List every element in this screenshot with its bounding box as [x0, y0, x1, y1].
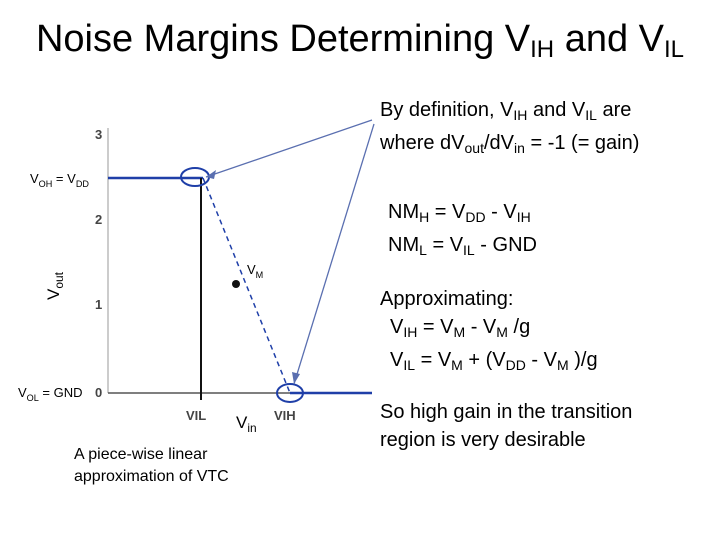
- vol-v: V: [18, 385, 27, 400]
- nml-a: NM: [388, 234, 420, 256]
- voh-dd: DD: [75, 179, 89, 189]
- def1-c: are: [596, 99, 632, 121]
- caption-line-2: approximation of VTC: [74, 468, 229, 485]
- title-text: Noise Margins Determining V: [35, 18, 531, 60]
- xlabel-v: V: [236, 413, 248, 432]
- title-sub-il: IL: [664, 36, 685, 63]
- approx-heading: Approximating:: [380, 288, 514, 310]
- ap1-d: /g: [507, 316, 531, 338]
- ap1-c: - V: [465, 316, 497, 338]
- nml-c: - GND: [474, 234, 537, 256]
- voh-eq: = V: [52, 171, 76, 186]
- approx-vil: VIL = VM + (VDD - VM )/g: [380, 346, 598, 379]
- arrow-head-vil: [206, 170, 216, 179]
- page-title: Noise Margins Determining VIH and VIL: [0, 18, 720, 64]
- voh-label: VOH = VDD: [30, 171, 89, 189]
- ap2-a: V: [390, 349, 404, 371]
- ap1-a: V: [390, 316, 404, 338]
- ap1-sub3: M: [496, 324, 508, 340]
- nml-sub2: IL: [463, 242, 475, 258]
- vih-marker: [276, 383, 304, 403]
- x-axis-label: Vin: [236, 413, 257, 435]
- nml-sub: L: [419, 242, 427, 258]
- ap2-sub4: M: [557, 357, 569, 373]
- y-tick-label: 0: [95, 385, 103, 400]
- ap2-sub2: M: [451, 357, 463, 373]
- ap1-sub2: M: [453, 324, 466, 340]
- def2-b: /dV: [483, 132, 514, 154]
- nmh-c: - V: [485, 201, 517, 223]
- ap2-d: - V: [525, 349, 557, 371]
- x-tick-label-vil: VIL: [186, 408, 207, 423]
- arrow-to-vil: [205, 119, 373, 178]
- ap2-sub3: DD: [505, 357, 526, 373]
- voh-v: V: [30, 171, 39, 186]
- def1-sub1: IH: [513, 107, 528, 123]
- caption-line-1: A piece-wise linear: [74, 446, 208, 463]
- vm-point: [232, 280, 240, 288]
- y-tick-label: 3: [95, 127, 103, 142]
- ap1-b: = V: [417, 316, 454, 338]
- def2-sub1: out: [464, 140, 484, 156]
- ap2-e: )/g: [568, 349, 598, 371]
- nmh-equation: NMH = VDD - VIH: [388, 198, 537, 231]
- conclusion-line-1: So high gain in the transition: [380, 401, 633, 423]
- ylabel-sub: out: [52, 272, 66, 289]
- x-tick-label-vih: VIH: [274, 408, 296, 423]
- def1-b: and V: [527, 99, 586, 121]
- nmh-b: = V: [429, 201, 466, 223]
- ylabel-v: V: [44, 288, 63, 300]
- conclusion-text: So high gain in the transition region is…: [380, 398, 632, 454]
- vol-eq: = GND: [38, 385, 83, 400]
- vol-label: VOL = GND: [18, 385, 83, 403]
- vm-label: VM: [247, 262, 263, 280]
- xlabel-sub: in: [247, 421, 257, 435]
- y-axis-label: Vout: [44, 272, 66, 300]
- ap2-b: = V: [415, 349, 452, 371]
- nmh-sub3: IH: [516, 209, 531, 225]
- approximation-block: Approximating: VIH = VM - VM /g VIL = VM…: [380, 285, 598, 379]
- nmh-sub2: DD: [465, 209, 486, 225]
- y-tick-label: 2: [95, 212, 103, 227]
- def1-sub2: IL: [585, 107, 597, 123]
- vm-v: V: [247, 262, 256, 277]
- ap2-c: + (V: [462, 349, 506, 371]
- vol-sub: OL: [26, 393, 39, 403]
- nml-equation: NML = VIL - GND: [388, 231, 537, 264]
- definition-line-1: By definition, VIH and VIL are: [380, 96, 639, 129]
- voh-sub: OH: [38, 179, 53, 189]
- transition-segment: [202, 177, 291, 394]
- ap1-sub: IH: [403, 324, 418, 340]
- arrow-to-vih: [293, 123, 375, 385]
- vm-sub: M: [255, 270, 264, 280]
- def2-a: where dV: [380, 132, 465, 154]
- def2-c: = -1 (= gain): [524, 132, 640, 154]
- y-tick-label: 1: [95, 297, 103, 312]
- arrow-head-vih: [292, 372, 300, 384]
- conclusion-line-2: region is very desirable: [380, 429, 586, 451]
- approx-vih: VIH = VM - VM /g: [380, 313, 598, 346]
- definition-line-2: where dVout/dVin = -1 (= gain): [380, 129, 639, 162]
- ap2-sub: IL: [403, 357, 416, 373]
- def1-a: By definition, V: [380, 99, 514, 121]
- title-sub-ih: IH: [530, 36, 555, 63]
- nmh-a: NM: [388, 201, 420, 223]
- def2-sub2: in: [514, 140, 525, 156]
- noise-margin-equations: NMH = VDD - VIH NML = VIL - GND: [388, 198, 537, 264]
- title-mid: and V: [554, 18, 665, 60]
- nml-b: = V: [426, 234, 464, 256]
- plot-caption: A piece-wise linear approximation of VTC: [74, 444, 229, 488]
- nmh-sub: H: [419, 209, 430, 225]
- definition-text: By definition, VIH and VIL are where dVo…: [380, 96, 639, 162]
